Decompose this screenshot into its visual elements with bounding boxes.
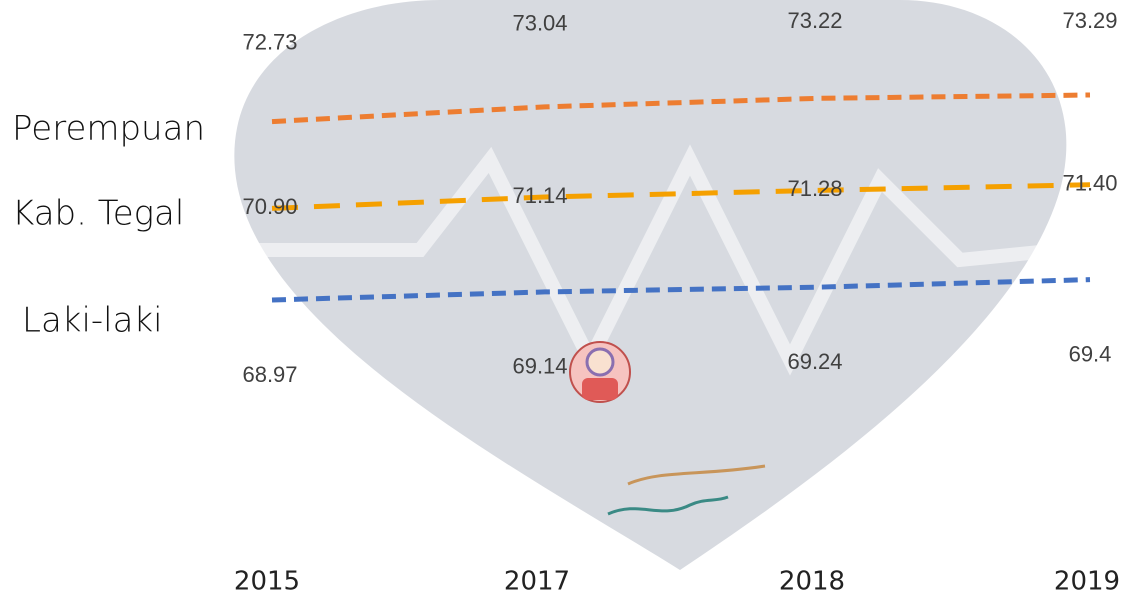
data-label: 71.40 [1062, 171, 1117, 196]
legend-label: Perempuan [12, 109, 205, 149]
data-label: 71.28 [787, 176, 842, 201]
data-label: 69.4 [1069, 341, 1112, 366]
data-label: 68.97 [242, 362, 297, 387]
data-label: 72.73 [242, 29, 297, 54]
series-line [271, 277, 1091, 303]
data-label: 73.22 [787, 8, 842, 33]
data-label: 70.90 [242, 194, 297, 219]
data-label: 69.14 [512, 354, 567, 379]
data-label: 71.14 [512, 183, 567, 208]
decor-wave [607, 495, 729, 516]
avatar-icon [569, 341, 631, 403]
x-tick-label: 2018 [779, 567, 845, 597]
heart-background [234, 0, 1067, 570]
legend-label: Kab. Tegal [12, 194, 184, 234]
data-label: 69.24 [787, 349, 842, 374]
legend-label: Laki-laki [22, 301, 163, 341]
x-tick-label: 2015 [234, 567, 300, 597]
data-label: 73.04 [512, 11, 567, 36]
series-line [271, 182, 1091, 211]
data-label: 73.29 [1062, 8, 1117, 33]
pulse-line [250, 144, 1061, 376]
decor-wave [627, 464, 766, 486]
series-line [271, 92, 1091, 125]
x-tick-label: 2017 [504, 567, 570, 597]
x-tick-label: 2019 [1054, 567, 1120, 597]
